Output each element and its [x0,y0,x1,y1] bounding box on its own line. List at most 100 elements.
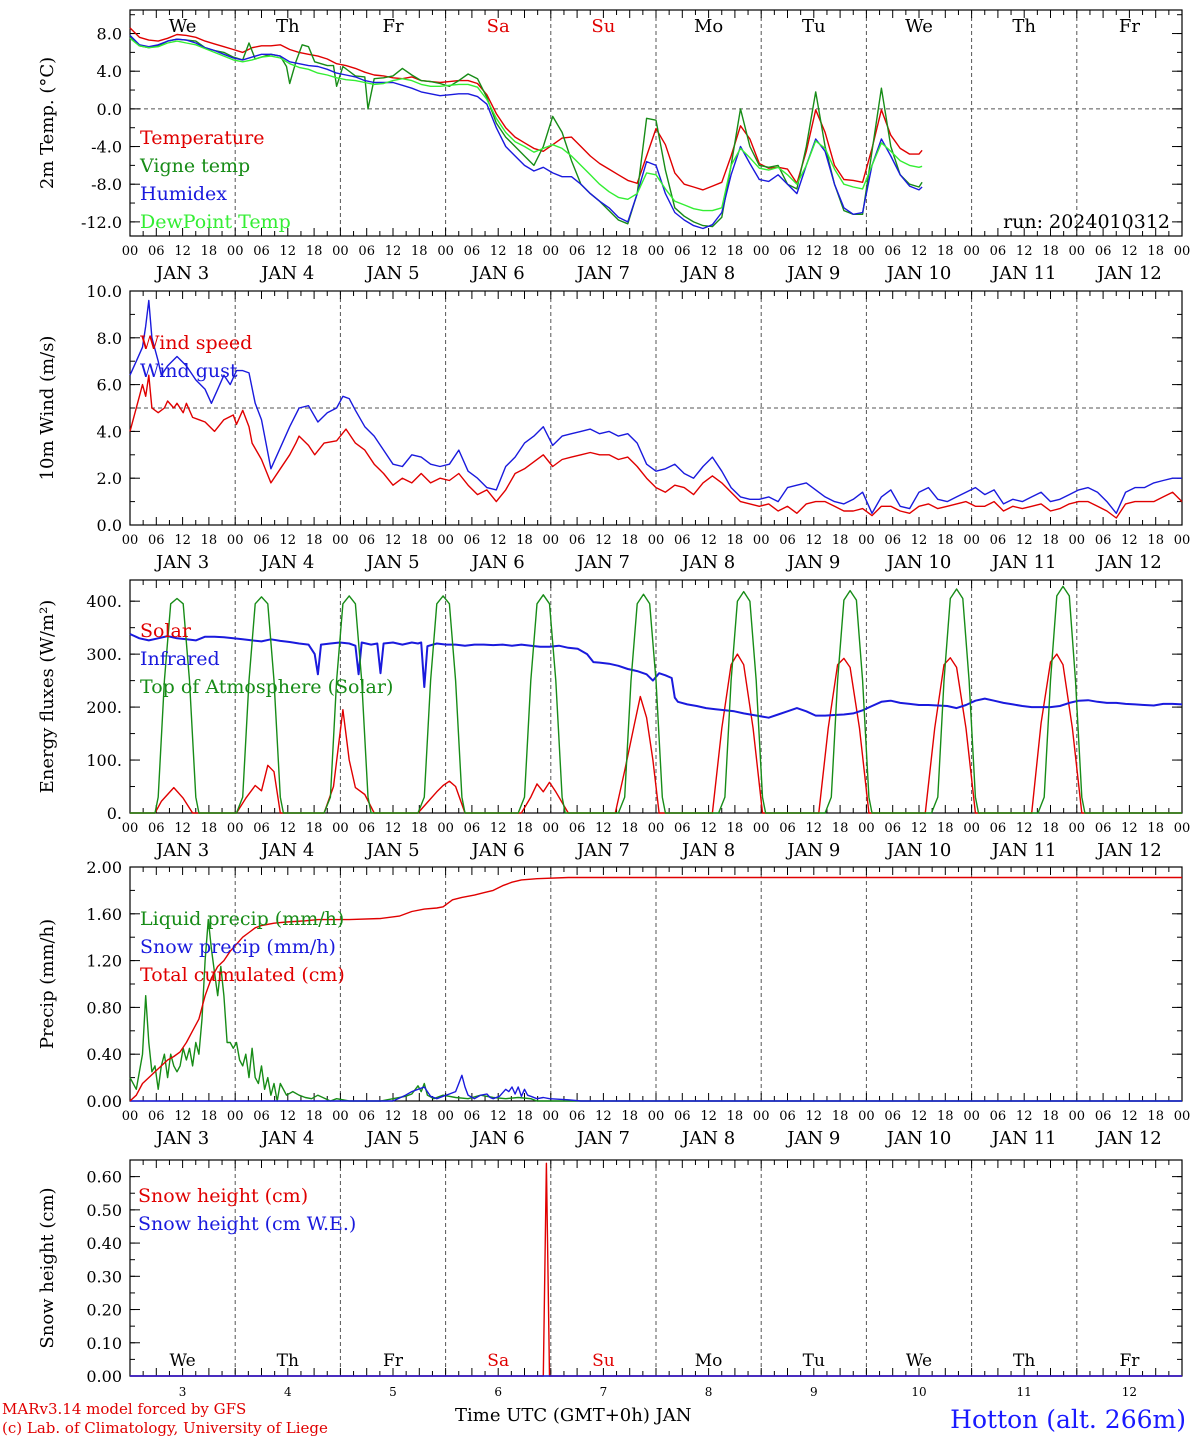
hour-label: 00 [332,533,349,548]
hour-label: 06 [990,533,1007,548]
hour-label: 18 [727,244,744,259]
hour-label: 00 [1069,821,1086,836]
weekday-label: We [169,16,197,37]
hour-label: 00 [227,244,244,259]
y-tick-label: -12.0 [81,213,122,232]
weekday-label: Mo [694,16,723,37]
day-label: JAN 10 [885,1128,952,1149]
hour-label: 12 [280,244,297,259]
hour-label: 18 [201,821,218,836]
day-number: 11 [1017,1385,1032,1399]
hour-label: 18 [727,1109,744,1124]
y-tick-label: 0.20 [86,1301,122,1320]
hour-label: 18 [727,533,744,548]
series-line-dewpoint-temp [129,37,923,212]
hour-label: 18 [1147,533,1164,548]
hour-label: 06 [253,1109,270,1124]
day-number: 9 [810,1385,818,1399]
hour-label: 06 [148,244,165,259]
hour-label: 06 [464,821,481,836]
panel-4: 2.00 1.60 1.20 0.80 0.40 0.00 Precip (mm/h) 00 0… [37,858,1190,1149]
hour-label: 00 [332,244,349,259]
hour-label: 00 [1174,821,1191,836]
hour-label: 18 [621,1109,638,1124]
hour-label: 00 [122,821,139,836]
hour-label: 00 [963,533,980,548]
hour-label: 12 [911,821,928,836]
y-tick-label: 8.0 [97,25,122,44]
day-label: JAN 7 [575,263,630,284]
hour-label: 00 [543,1109,560,1124]
hour-label: 06 [569,821,586,836]
y-tick-label: 4.0 [97,62,122,81]
hour-label: 06 [464,1109,481,1124]
y-tick-label: 400. [86,592,122,611]
hour-label: 00 [858,1109,875,1124]
hour-label: 00 [753,821,770,836]
day-label: JAN 7 [575,552,630,573]
hour-label: 00 [648,244,665,259]
legend-entry: Snow height (cm) [138,1185,308,1207]
y-tick-label: -8.0 [91,175,122,194]
weekday-label: Fr [1119,16,1140,37]
hour-label: 12 [595,1109,612,1124]
hour-label: 06 [779,821,796,836]
day-label: JAN 11 [990,840,1057,861]
weekday-label: Th [1013,1351,1035,1371]
hour-label: 12 [1121,533,1138,548]
day-label: JAN 4 [259,263,314,284]
hour-label: 06 [358,1109,375,1124]
day-label: JAN 9 [785,263,840,284]
series-line-snow-precip-mm-h- [130,1074,1182,1102]
hour-label: 06 [148,533,165,548]
hour-label: 06 [253,821,270,836]
y-tick-label: 100. [86,751,122,770]
hour-label: 12 [280,533,297,548]
hour-label: 12 [385,533,402,548]
y-tick-label: 0.30 [86,1267,122,1286]
hour-label: 00 [753,244,770,259]
hour-label: 12 [174,1109,191,1124]
copyright-line: (c) Lab. of Climatology, University of L… [2,1419,328,1437]
hour-label: 06 [358,244,375,259]
day-label: JAN 10 [885,263,952,284]
day-label: JAN 10 [885,840,952,861]
weekday-label: We [905,16,933,37]
hour-label: 06 [884,821,901,836]
hour-label: 12 [1016,821,1033,836]
hour-label: 00 [648,533,665,548]
day-label: JAN 3 [154,1128,209,1149]
y-axis-title: 10m Wind (m/s) [37,336,58,481]
weekday-label: Tu [802,16,826,37]
day-label: JAN 11 [990,552,1057,573]
hour-label: 12 [490,821,507,836]
hour-label: 06 [148,1109,165,1124]
hour-label: 18 [937,821,954,836]
hour-label: 12 [1121,1109,1138,1124]
hour-label: 06 [1095,244,1112,259]
hour-label: 18 [832,1109,849,1124]
y-tick-label: 6.0 [97,376,122,395]
panel-5: 0.60 0.50 0.40 0.30 0.20 0.10 0.00 Snow height … [37,1159,1183,1399]
hour-label: 18 [1042,533,1059,548]
run-label: run: 2024010312 [1003,211,1170,233]
day-label: JAN 12 [1095,552,1162,573]
day-number: 4 [284,1385,292,1399]
hour-label: 00 [1174,1109,1191,1124]
day-label: JAN 3 [154,840,209,861]
hour-label: 00 [437,1109,454,1124]
hour-label: 12 [806,244,823,259]
hour-label: 00 [963,1109,980,1124]
hour-label: 06 [1095,821,1112,836]
y-tick-label: 1.20 [86,952,122,971]
hour-label: 12 [700,1109,717,1124]
y-axis-title: Precip (mm/h) [37,919,58,1049]
day-label: JAN 6 [470,552,525,573]
series-line-humidex [129,34,923,230]
weekday-label: Fr [1119,1351,1140,1371]
y-tick-label: 0.50 [86,1201,122,1220]
hour-label: 12 [911,1109,928,1124]
legend-entry: Total cumulated (cm) [140,964,345,986]
legend-entry: Temperature [140,127,264,149]
legend-entry: Humidex [140,183,227,205]
